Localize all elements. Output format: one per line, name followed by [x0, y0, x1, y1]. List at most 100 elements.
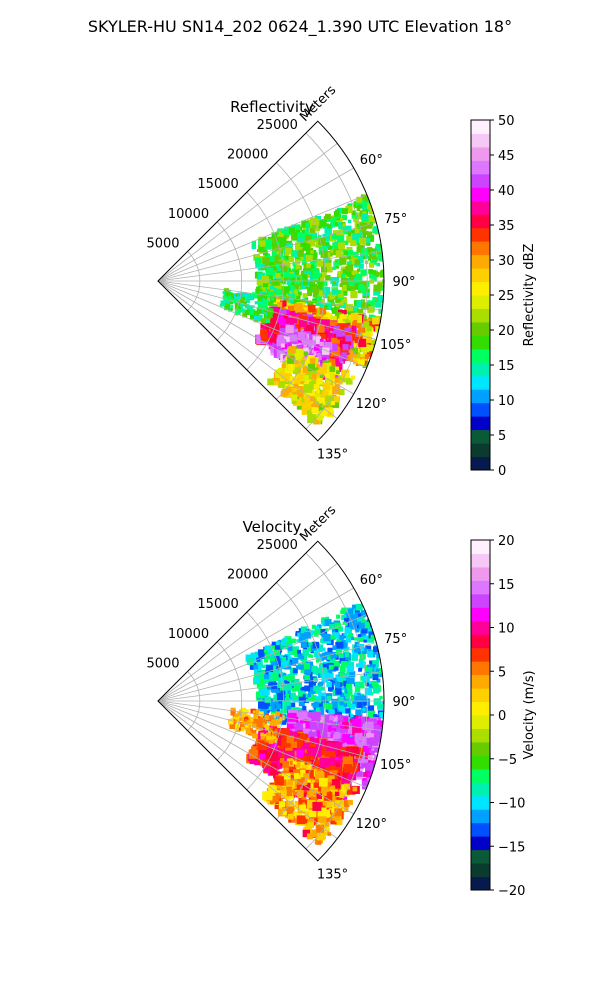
- azimuth-gridline: [157, 143, 338, 282]
- colorbar-swatch: [471, 429, 490, 444]
- azimuth-gridline: [157, 700, 354, 815]
- colorbar-swatch: [471, 876, 490, 891]
- colorbar-tick-label: 25: [498, 289, 515, 304]
- colorbar-swatch: [471, 593, 490, 608]
- colorbar-swatch: [471, 456, 490, 471]
- azimuth-tick-label: 135°: [317, 868, 348, 883]
- colorbar-swatch: [471, 701, 490, 716]
- azimuth-tick-label: 90°: [392, 275, 415, 290]
- velocity-echo-field: [228, 603, 384, 845]
- azimuth-gridline: [157, 280, 338, 419]
- figure-title: SKYLER-HU SN14_202 0624_1.390 UTC Elevat…: [88, 17, 512, 37]
- reflectivity-panel: Reflectivity 500010000150002000025000Met…: [146, 83, 537, 479]
- colorbar-swatch: [471, 688, 490, 703]
- azimuth-gridline: [157, 194, 367, 282]
- azimuth-gridline: [157, 280, 367, 368]
- colorbar-swatch: [471, 647, 490, 662]
- colorbar-swatch: [471, 836, 490, 851]
- colorbar-swatch: [471, 822, 490, 837]
- azimuth-gridline: [157, 280, 383, 311]
- azimuth-tick-label: 120°: [356, 397, 387, 412]
- range-tick-label: 15000: [197, 177, 238, 192]
- colorbar-tick-label: 5: [498, 665, 506, 680]
- azimuth-gridline: [157, 700, 367, 788]
- reflectivity-colorbar: 0 5 10 15 20 25 30 35 40 45 50 Reflectivity dBZ: [470, 114, 537, 479]
- colorbar-tick-label: −20: [498, 884, 525, 899]
- velocity-polar-grid: [157, 540, 385, 862]
- colorbar-swatch: [471, 173, 490, 188]
- colorbar-swatch: [471, 768, 490, 783]
- azimuth-gridline: [157, 280, 377, 340]
- reflectivity-title: Reflectivity: [230, 98, 314, 116]
- colorbar-swatch: [471, 402, 490, 417]
- azimuth-gridline: [157, 642, 377, 702]
- colorbar-swatch: [471, 160, 490, 175]
- colorbar-swatch: [471, 214, 490, 229]
- colorbar-tick-label: 10: [498, 394, 515, 409]
- range-tick-label: 5000: [146, 656, 179, 671]
- colorbar-tick-label: −5: [498, 753, 517, 768]
- velocity-title: Velocity: [243, 518, 302, 536]
- colorbar-swatch: [471, 133, 490, 148]
- colorbar-swatch: [471, 755, 490, 770]
- colorbar-swatch: [471, 566, 490, 581]
- sector-frame: [157, 120, 385, 442]
- colorbar-swatch: [471, 553, 490, 568]
- azimuth-gridline: [157, 614, 367, 702]
- azimuth-tick-label: 105°: [380, 338, 411, 353]
- colorbar-swatch: [471, 187, 490, 202]
- colorbar-swatch: [471, 281, 490, 296]
- velocity-colorbar: −20 −15 −10 −5 0 5 10 15 20 Velocity (m/s): [470, 534, 537, 899]
- azimuth-gridline: [157, 251, 383, 282]
- azimuth-tick-label: 120°: [356, 817, 387, 832]
- colorbar-tick-label: 50: [498, 114, 515, 129]
- range-tick-label: 10000: [168, 207, 209, 222]
- colorbar-swatch: [471, 741, 490, 756]
- colorbar-swatch: [471, 321, 490, 336]
- colorbar-swatch: [471, 443, 490, 458]
- colorbar-tick-label: 40: [498, 184, 515, 199]
- colorbar-tick-label: 15: [498, 578, 515, 593]
- colorbar-tick-label: 20: [498, 534, 515, 549]
- range-tick-label: 25000: [257, 118, 298, 133]
- colorbar-swatch: [471, 146, 490, 161]
- colorbar-swatch: [471, 389, 490, 404]
- azimuth-tick-label: 75°: [384, 632, 407, 647]
- sector-frame: [157, 540, 385, 862]
- colorbar-tick-label: 45: [498, 149, 515, 164]
- colorbar-tick-label: 0: [498, 709, 506, 724]
- colorbar-tick-label: 0: [498, 464, 506, 479]
- range-tick-label: 5000: [146, 236, 179, 251]
- colorbar-swatch: [471, 607, 490, 622]
- azimuth-tick-label: 105°: [380, 758, 411, 773]
- colorbar-label: Velocity (m/s): [522, 670, 537, 759]
- azimuth-gridline: [157, 700, 383, 731]
- azimuth-gridline: [157, 167, 354, 282]
- colorbar-tick-label: 30: [498, 254, 515, 269]
- azimuth-tick-label: 90°: [392, 695, 415, 710]
- azimuth-gridline: [157, 700, 377, 760]
- range-tick-label: 15000: [197, 597, 238, 612]
- range-axis-label: Meters: [297, 503, 339, 545]
- colorbar-swatch: [471, 241, 490, 256]
- colorbar-swatch: [471, 348, 490, 363]
- colorbar-swatch: [471, 362, 490, 377]
- azimuth-tick-label: 75°: [384, 212, 407, 227]
- colorbar-tick-label: −15: [498, 840, 525, 855]
- colorbar-swatch: [471, 674, 490, 689]
- azimuth-gridline: [157, 700, 338, 839]
- reflectivity-polar-grid: [157, 120, 385, 442]
- colorbar-tick-label: 10: [498, 622, 515, 637]
- colorbar-tick-label: −10: [498, 797, 525, 812]
- colorbar-swatch: [471, 849, 490, 864]
- colorbar-swatch: [471, 200, 490, 215]
- colorbar-swatch: [471, 634, 490, 649]
- colorbar-swatch: [471, 863, 490, 878]
- azimuth-tick-label: 60°: [360, 153, 383, 168]
- colorbar-swatch: [471, 254, 490, 269]
- range-tick-label: 20000: [227, 148, 268, 163]
- range-tick-label: 25000: [257, 538, 298, 553]
- colorbar-swatch: [471, 661, 490, 676]
